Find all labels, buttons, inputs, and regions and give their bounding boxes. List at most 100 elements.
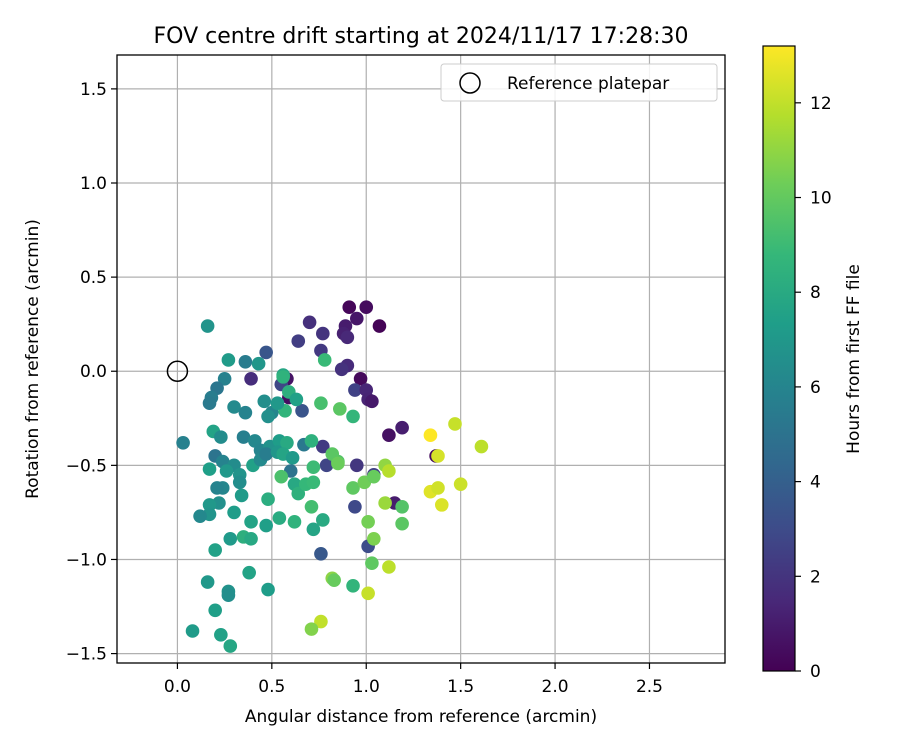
data-point bbox=[291, 334, 306, 348]
colorbar-tick-label: 2 bbox=[810, 567, 821, 587]
data-point bbox=[200, 319, 215, 333]
data-point bbox=[261, 409, 275, 424]
data-point bbox=[176, 435, 190, 450]
x-axis-ticks: 0.0 0.5 1.0 1.5 2.0 2.5 bbox=[164, 663, 663, 697]
plot-frame bbox=[116, 54, 726, 664]
data-point bbox=[221, 353, 236, 367]
chart-title: FOV centre drift starting at 2024/11/17 … bbox=[154, 24, 689, 49]
data-point bbox=[287, 515, 302, 529]
data-point bbox=[423, 428, 438, 443]
colorbar-label: Hours from first FF file bbox=[844, 264, 864, 454]
reference-point bbox=[166, 360, 189, 382]
colorbar-tick-label: 6 bbox=[810, 378, 821, 398]
y-tick-label: −1.0 bbox=[66, 550, 107, 570]
data-point bbox=[210, 481, 224, 495]
colorbar: 0 2 4 6 8 10 12 Hours from first FF file bbox=[762, 45, 864, 682]
data-point bbox=[448, 417, 462, 431]
data-points bbox=[176, 300, 489, 653]
data-point bbox=[350, 458, 364, 473]
data-point bbox=[208, 543, 222, 557]
data-point bbox=[365, 394, 379, 409]
data-point bbox=[219, 464, 234, 478]
grid-lines bbox=[117, 55, 725, 663]
data-point bbox=[353, 371, 368, 386]
colorbar-frame bbox=[762, 45, 796, 672]
data-point bbox=[334, 362, 349, 377]
data-point bbox=[366, 469, 381, 484]
data-point bbox=[244, 515, 258, 529]
data-point bbox=[382, 464, 396, 478]
x-tick-label: 0.5 bbox=[258, 677, 285, 697]
colorbar-ticks: 0 2 4 6 8 10 12 bbox=[795, 94, 832, 682]
data-point bbox=[346, 409, 360, 424]
data-point bbox=[359, 300, 374, 315]
data-point bbox=[185, 624, 200, 638]
data-point bbox=[340, 330, 355, 345]
data-point bbox=[317, 353, 332, 367]
data-point bbox=[234, 488, 249, 503]
data-point bbox=[342, 300, 357, 315]
y-tick-label: −1.5 bbox=[66, 645, 107, 665]
y-tick-label: 0.0 bbox=[80, 362, 107, 382]
data-point bbox=[366, 531, 381, 546]
legend-marker bbox=[459, 72, 481, 94]
data-point bbox=[200, 575, 215, 589]
data-point bbox=[193, 509, 207, 523]
data-point bbox=[316, 326, 330, 341]
colorbar-tick-label: 4 bbox=[810, 473, 821, 493]
data-point bbox=[259, 447, 273, 461]
data-point bbox=[316, 513, 330, 527]
data-point bbox=[314, 614, 328, 629]
x-tick-label: 0.0 bbox=[164, 677, 191, 697]
data-point bbox=[453, 477, 468, 491]
data-point bbox=[244, 531, 258, 546]
data-point bbox=[316, 439, 330, 454]
data-point bbox=[202, 396, 217, 411]
data-point bbox=[221, 588, 236, 603]
x-tick-label: 1.5 bbox=[447, 677, 474, 697]
data-point bbox=[350, 311, 364, 326]
data-point bbox=[348, 499, 362, 514]
data-point bbox=[306, 460, 321, 475]
data-point bbox=[331, 456, 345, 471]
data-point bbox=[238, 405, 253, 420]
data-point bbox=[314, 396, 328, 411]
data-point bbox=[372, 319, 387, 333]
data-point bbox=[327, 573, 341, 587]
data-point bbox=[348, 383, 362, 397]
data-point bbox=[361, 515, 375, 529]
x-tick-label: 2.0 bbox=[542, 677, 569, 697]
data-point bbox=[214, 430, 228, 444]
x-tick-label: 1.0 bbox=[353, 677, 380, 697]
legend-label: Reference platepar bbox=[507, 74, 669, 94]
colorbar-tick-label: 0 bbox=[810, 662, 821, 682]
data-point bbox=[431, 481, 445, 495]
data-point bbox=[382, 428, 396, 443]
data-point bbox=[365, 556, 379, 571]
data-point bbox=[346, 579, 360, 593]
data-point bbox=[346, 481, 360, 495]
data-point bbox=[395, 516, 409, 531]
data-point bbox=[238, 355, 253, 369]
data-point bbox=[431, 449, 445, 463]
data-point bbox=[242, 565, 256, 580]
data-point bbox=[270, 396, 285, 411]
data-point bbox=[306, 522, 321, 537]
data-point bbox=[251, 356, 266, 371]
data-point bbox=[214, 627, 228, 642]
data-point bbox=[272, 511, 287, 525]
data-point bbox=[319, 458, 334, 473]
data-point bbox=[261, 582, 275, 597]
data-point bbox=[302, 315, 317, 330]
colorbar-tick-label: 8 bbox=[810, 283, 821, 303]
data-point bbox=[395, 499, 409, 514]
legend: Reference platepar bbox=[440, 63, 718, 102]
data-point bbox=[259, 518, 273, 533]
y-axis-ticks: −1.5 −1.0 −0.5 0.0 0.5 1.0 1.5 bbox=[66, 80, 117, 665]
data-point bbox=[276, 370, 290, 384]
data-point bbox=[202, 462, 217, 476]
data-point bbox=[474, 439, 489, 454]
data-point bbox=[223, 639, 238, 653]
data-point bbox=[280, 435, 294, 450]
